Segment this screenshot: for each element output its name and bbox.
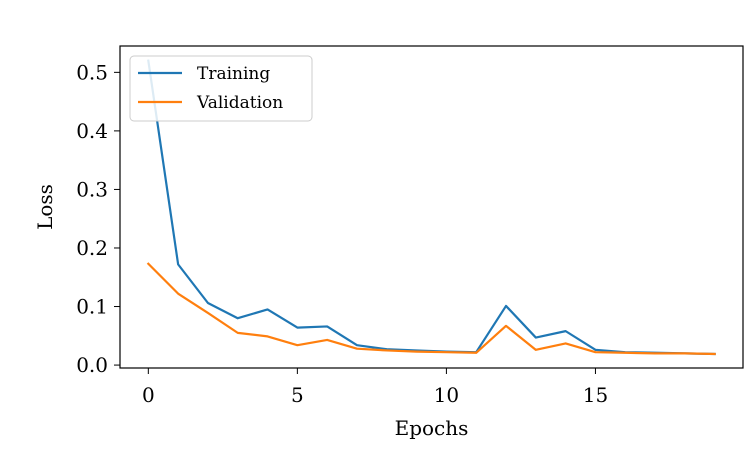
y-tick-label: 0.1 xyxy=(76,295,108,319)
x-tick-label: 15 xyxy=(583,383,608,407)
y-axis-label: Loss xyxy=(33,184,57,230)
legend-label-validation: Validation xyxy=(196,93,283,113)
series-line-validation xyxy=(146,262,716,356)
y-tick-label: 0.2 xyxy=(76,236,108,260)
series-layer xyxy=(146,59,716,356)
x-tick-label: 10 xyxy=(434,383,459,407)
y-tick-label: 0.5 xyxy=(76,60,108,84)
x-tick-label: 5 xyxy=(291,383,304,407)
x-tick-label: 0 xyxy=(142,383,155,407)
y-tick-label: 0.4 xyxy=(76,119,108,143)
y-tick-label: 0.0 xyxy=(76,353,108,377)
x-axis: 0 5 10 15 xyxy=(142,368,608,407)
y-tick-label: 0.3 xyxy=(76,177,108,201)
y-axis: 0.0 0.1 0.2 0.3 0.4 0.5 xyxy=(76,60,120,377)
legend-label-training: Training xyxy=(197,64,270,84)
legend: Training Validation xyxy=(129,55,313,122)
x-axis-label: Epochs xyxy=(395,416,469,440)
plot-frame xyxy=(119,45,744,369)
